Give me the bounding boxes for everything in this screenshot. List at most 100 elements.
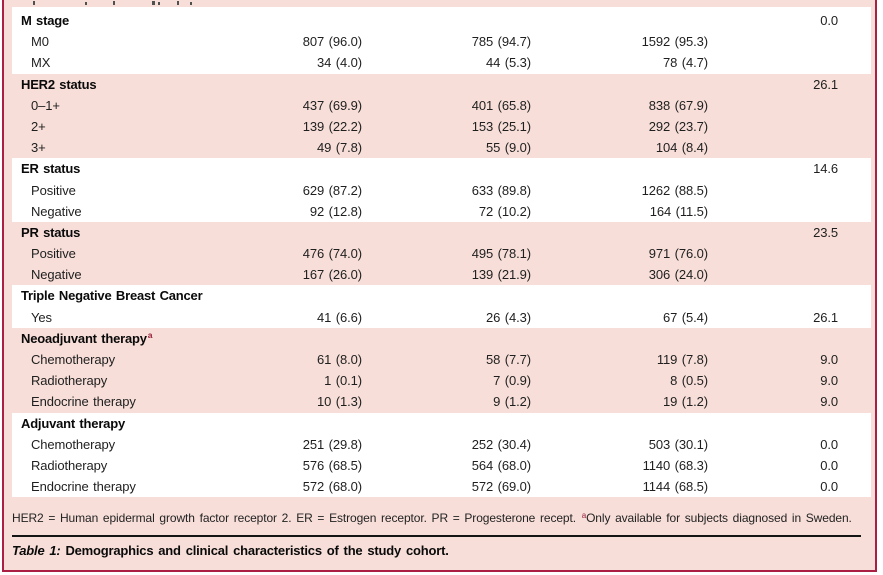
section-header-text: HER2 status: [21, 76, 97, 92]
value-cell: 58 (7.7): [485, 352, 531, 367]
value-cell: 838 (67.9): [648, 97, 708, 113]
value-cell: 1 (0.1): [324, 373, 362, 389]
missing-percent-cell: 0.0: [820, 436, 838, 452]
footnote-abbreviations: HER2 = Human epidermal growth factor rec…: [12, 511, 581, 525]
section-header-row: PR status 23.5: [12, 222, 871, 243]
row-label: Chemotherapy: [31, 352, 116, 367]
value-cell: 251 (29.8): [302, 436, 362, 452]
row-label: Negative: [31, 203, 82, 219]
value-cell: 9 (1.2): [493, 394, 531, 410]
value-cell: 78 (4.7): [662, 55, 708, 71]
missing-percent-cell: 9.0: [820, 394, 838, 410]
missing-percent-cell: [708, 243, 838, 264]
value-cell: 61 (8.0): [316, 352, 362, 367]
table-section: Neoadjuvant therapya Chemotherapy 61 (8.0)…: [12, 328, 871, 413]
section-header-label: Triple Negative Breast Cancer: [12, 285, 708, 306]
table-row: 3+ 49 (7.8) 55 (9.0) 104 (8.4): [12, 137, 871, 158]
table-row: Radiotherapy 576 (68.5) 564 (68.0) 1140 (68…: [12, 455, 871, 476]
section-header-text: Neoadjuvant therapy: [21, 330, 147, 346]
row-label: 0–1+: [31, 97, 60, 113]
demographics-table: M stage 0.0 M0 807 (96.0) 785 (94.7) 1592 (95…: [12, 7, 871, 498]
missing-percent-cell: [708, 116, 838, 137]
table-section: PR status 23.5 Positive 476 (74.0) 495 (78.1…: [12, 222, 871, 286]
table-row: Positive 629 (87.2) 633 (89.8) 1262 (88.5): [12, 180, 871, 201]
value-cell: 55 (9.0): [485, 140, 531, 156]
section-header-label: PR status: [12, 222, 708, 243]
value-cell: 34 (4.0): [316, 55, 362, 71]
section-header-text: PR status: [21, 224, 81, 240]
section-header-row: Neoadjuvant therapya: [12, 328, 871, 349]
value-cell: 1592 (95.3): [641, 34, 708, 50]
value-cell: 564 (68.0): [471, 457, 531, 473]
table-footnote: HER2 = Human epidermal growth factor rec…: [12, 511, 861, 527]
missing-percent-cell: [708, 413, 838, 434]
value-cell: 153 (25.1): [471, 118, 531, 134]
missing-percent-cell: 23.5: [813, 224, 838, 240]
section-header-label: Adjuvant therapy: [12, 413, 708, 434]
value-cell: 139 (22.2): [302, 118, 362, 134]
value-cell: 92 (12.8): [309, 203, 362, 219]
value-cell: 10 (1.3): [316, 394, 362, 410]
value-cell: 1262 (88.5): [641, 182, 708, 198]
value-cell: 785 (94.7): [471, 34, 531, 50]
footnote-note-a: Only available for subjects diagnosed in…: [586, 511, 852, 525]
row-label: 3+: [31, 140, 46, 156]
value-cell: 476 (74.0): [302, 246, 362, 262]
table-section: Triple Negative Breast Cancer Yes 41 (6.6)…: [12, 285, 871, 328]
row-label: Positive: [31, 182, 76, 198]
value-cell: 72 (10.2): [478, 203, 531, 219]
missing-percent-cell: 0.0: [820, 13, 838, 28]
row-label: MX: [31, 55, 51, 71]
missing-percent-cell: 9.0: [820, 373, 838, 389]
missing-percent-cell: [708, 137, 838, 158]
table-row: Positive 476 (74.0) 495 (78.1) 971 (76.0): [12, 243, 871, 264]
missing-percent-cell: [708, 328, 838, 349]
value-cell: 495 (78.1): [471, 246, 531, 262]
missing-percent-cell: [708, 264, 838, 285]
value-cell: 19 (1.2): [662, 394, 708, 410]
value-cell: 576 (68.5): [302, 457, 362, 473]
value-cell: 252 (30.4): [471, 436, 531, 452]
section-header-label: ER status: [12, 158, 708, 179]
missing-percent-cell: [708, 95, 838, 116]
section-header-text: Adjuvant therapy: [21, 415, 125, 431]
table-caption-text: Demographics and clinical characteristic…: [60, 543, 449, 558]
table-row: 2+ 139 (22.2) 153 (25.1) 292 (23.7): [12, 116, 871, 137]
value-cell: 7 (0.9): [493, 373, 531, 389]
value-cell: 167 (26.0): [302, 267, 362, 283]
section-header-label: Neoadjuvant therapya: [12, 328, 708, 349]
value-cell: 306 (24.0): [648, 267, 708, 283]
row-label: Yes: [31, 309, 52, 325]
value-cell: 971 (76.0): [648, 246, 708, 262]
section-header-text: Triple Negative Breast Cancer: [21, 288, 203, 304]
value-cell: 292 (23.7): [648, 118, 708, 134]
table-row: Yes 41 (6.6) 26 (4.3) 67 (5.4) 26.1: [12, 307, 871, 328]
row-label: M0: [31, 34, 49, 50]
section-header-label: HER2 status: [12, 74, 708, 95]
missing-percent-cell: 0.0: [820, 479, 838, 495]
table-row: Negative 92 (12.8) 72 (10.2) 164 (11.5): [12, 201, 871, 222]
table-section: ER status 14.6 Positive 629 (87.2) 633 (89.8…: [12, 158, 871, 222]
value-cell: 104 (8.4): [655, 140, 708, 156]
missing-percent-cell: 0.0: [820, 457, 838, 473]
value-cell: 503 (30.1): [648, 436, 708, 452]
section-header-text: ER status: [21, 161, 81, 177]
value-cell: 119 (7.8): [656, 352, 708, 367]
value-cell: 1144 (68.5): [642, 479, 708, 495]
footnote-marker-a: a: [581, 511, 587, 520]
row-label: Radiotherapy: [31, 457, 108, 473]
missing-percent-cell: [708, 52, 838, 73]
table-row: 0–1+ 437 (69.9) 401 (65.8) 838 (67.9): [12, 95, 871, 116]
table-row: Chemotherapy 61 (8.0) 58 (7.7) 119 (7.8) 9.0: [12, 349, 871, 370]
table-section: M stage 0.0 M0 807 (96.0) 785 (94.7) 1592 (95…: [12, 7, 871, 74]
table-row: Endocrine therapy 572 (68.0) 572 (69.0) 114…: [12, 476, 871, 497]
missing-percent-cell: [708, 31, 838, 52]
row-label: Positive: [31, 246, 76, 262]
section-header-label: M stage: [12, 10, 708, 31]
missing-percent-cell: [708, 285, 838, 306]
value-cell: 139 (21.9): [471, 267, 531, 283]
value-cell: 572 (68.0): [302, 479, 362, 495]
missing-percent-cell: 14.6: [813, 161, 838, 177]
section-header-row: HER2 status 26.1: [12, 74, 871, 95]
value-cell: 1140 (68.3): [642, 457, 708, 473]
